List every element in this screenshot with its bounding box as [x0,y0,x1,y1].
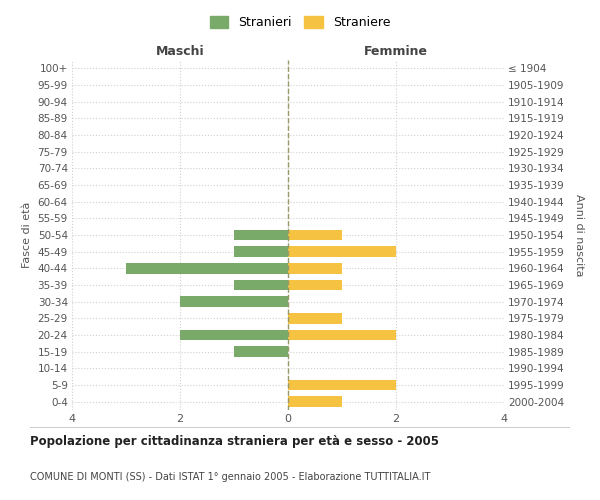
Bar [180,296,288,307]
Text: Popolazione per cittadinanza straniera per età e sesso - 2005: Popolazione per cittadinanza straniera p… [30,435,439,448]
Bar [234,280,288,290]
Bar [288,280,342,290]
Bar [288,313,342,324]
Bar [288,330,396,340]
Text: COMUNE DI MONTI (SS) - Dati ISTAT 1° gennaio 2005 - Elaborazione TUTTITALIA.IT: COMUNE DI MONTI (SS) - Dati ISTAT 1° gen… [30,472,430,482]
Legend: Stranieri, Straniere: Stranieri, Straniere [205,11,395,34]
Bar [288,396,342,407]
Bar [126,263,288,274]
Bar [288,230,342,240]
Bar [234,346,288,357]
Y-axis label: Anni di nascita: Anni di nascita [574,194,584,276]
Bar [288,380,396,390]
Bar [234,246,288,257]
Text: Maschi: Maschi [155,44,205,58]
Bar [288,263,342,274]
Bar [234,230,288,240]
Text: Femmine: Femmine [364,44,428,58]
Bar [180,330,288,340]
Y-axis label: Fasce di età: Fasce di età [22,202,32,268]
Bar [288,246,396,257]
